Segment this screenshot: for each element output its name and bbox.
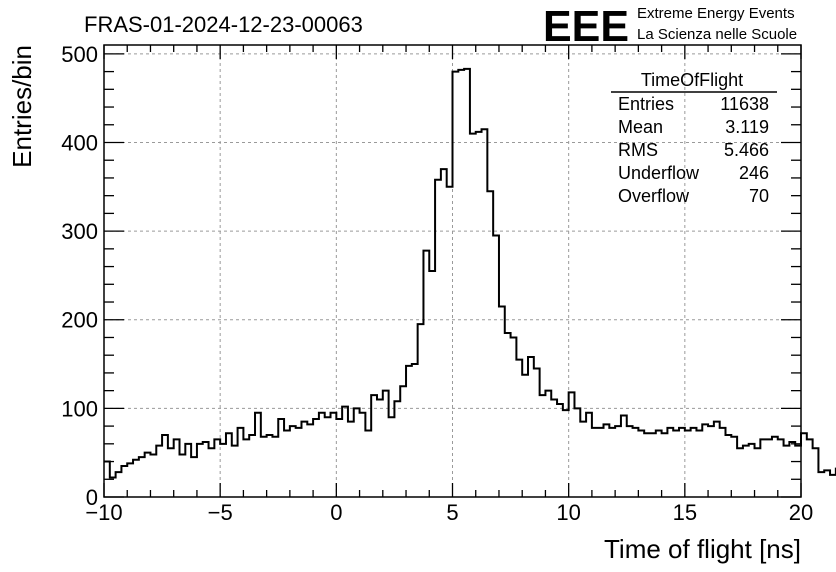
stats-row-label: RMS: [618, 140, 658, 160]
stats-row-label: Underflow: [618, 163, 700, 183]
plot-frame: [103, 44, 802, 498]
x-tick-label: −5: [208, 500, 233, 525]
y-tick-label: 200: [61, 308, 98, 333]
x-tick-label: 10: [556, 500, 580, 525]
y-tick-label: 300: [61, 219, 98, 244]
y-axis-title: Entries/bin: [7, 45, 37, 168]
stats-row-label: Entries: [618, 94, 674, 114]
x-tick-labels: −10 −5 0 5 10 15 20: [85, 500, 813, 525]
stats-row-value: 11638: [720, 94, 769, 114]
x-tick-label: 0: [330, 500, 342, 525]
stats-rows: Entries 11638 Mean 3.119 RMS 5.466 Underflow 24…: [618, 94, 769, 206]
y-tick-label: 500: [61, 42, 98, 67]
eee-logo: EEE Extreme Energy Events La Scienza nel…: [543, 2, 797, 51]
x-tick-label: −10: [85, 500, 122, 525]
histogram-series: [104, 67, 836, 479]
stats-row-value: 246: [739, 163, 769, 183]
stats-row-value: 3.119: [725, 117, 769, 137]
stats-row-label: Mean: [618, 117, 663, 137]
logo-line1: Extreme Energy Events: [637, 5, 795, 22]
stats-title: TimeOfFlight: [641, 70, 743, 90]
logo-line2: La Scienza nelle Scuole: [637, 26, 797, 43]
y-tick-label: 400: [61, 130, 98, 155]
y-tick-label: 100: [61, 396, 98, 421]
logo-mark: EEE: [543, 2, 629, 51]
x-tick-label: 5: [446, 500, 458, 525]
x-tick-label: 15: [673, 500, 697, 525]
x-axis-title: Time of flight [ns]: [604, 534, 801, 564]
x-tick-label: 20: [789, 500, 813, 525]
stats-box: TimeOfFlight Entries 11638 Mean 3.119 RMS 5.4…: [611, 70, 777, 206]
stats-row-value: 5.466: [724, 140, 769, 160]
stats-row-label: Overflow: [618, 186, 690, 206]
chart-title: FRAS-01-2024-12-23-00063: [84, 12, 363, 37]
y-tick-label: 0: [86, 485, 98, 510]
y-tick-labels: 0 100 200 300 400 500: [61, 42, 98, 510]
axis-ticks: [103, 45, 802, 498]
stats-row-value: 70: [749, 186, 769, 206]
